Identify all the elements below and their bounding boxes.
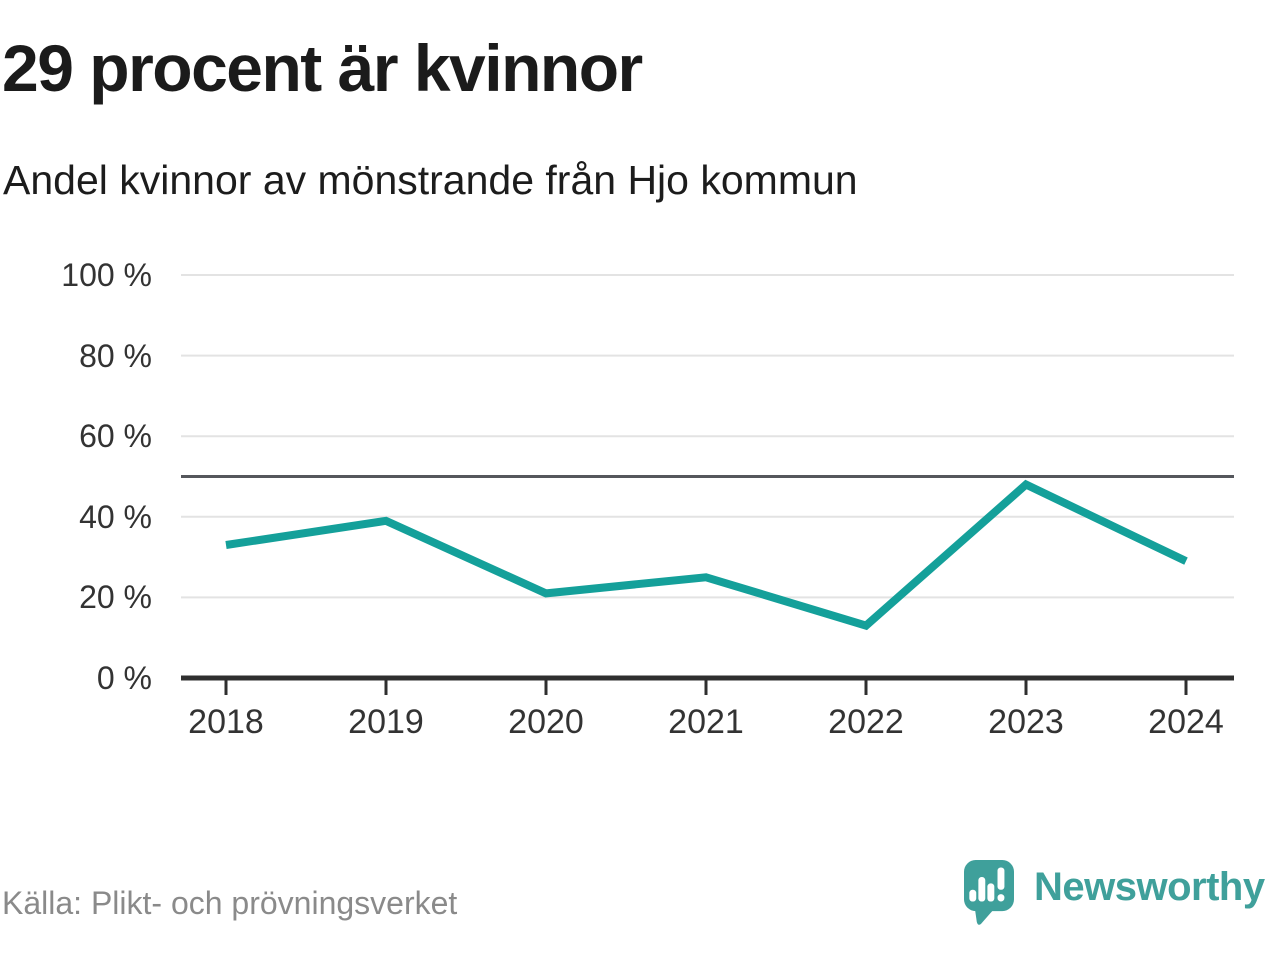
x-tick-label: 2018 <box>188 703 264 741</box>
x-tick-label: 2020 <box>508 703 584 741</box>
x-tick-label: 2024 <box>1148 703 1224 741</box>
brand-name: Newsworthy <box>1034 865 1265 909</box>
brand-logo: Newsworthy <box>962 858 1280 928</box>
x-tick-label: 2022 <box>828 703 904 741</box>
y-tick-label: 0 % <box>96 660 152 696</box>
x-tick-label: 2023 <box>988 703 1064 741</box>
y-tick-label: 80 % <box>79 337 152 374</box>
source-note: Källa: Plikt- och prövningsverket <box>2 885 458 921</box>
y-tick-label: 40 % <box>79 498 152 535</box>
y-tick-label: 20 % <box>79 579 152 616</box>
chart-title: 29 procent är kvinnor <box>2 31 643 105</box>
series-line <box>225 479 1188 631</box>
y-tick-label: 60 % <box>79 418 152 455</box>
chart-subtitle: Andel kvinnor av mönstrande från Hjo kom… <box>3 157 858 203</box>
x-tick-label: 2021 <box>668 703 744 741</box>
x-tick-label: 2019 <box>348 703 424 741</box>
y-tick-label: 100 % <box>61 257 152 293</box>
newsworthy-logo-icon <box>964 860 1014 925</box>
